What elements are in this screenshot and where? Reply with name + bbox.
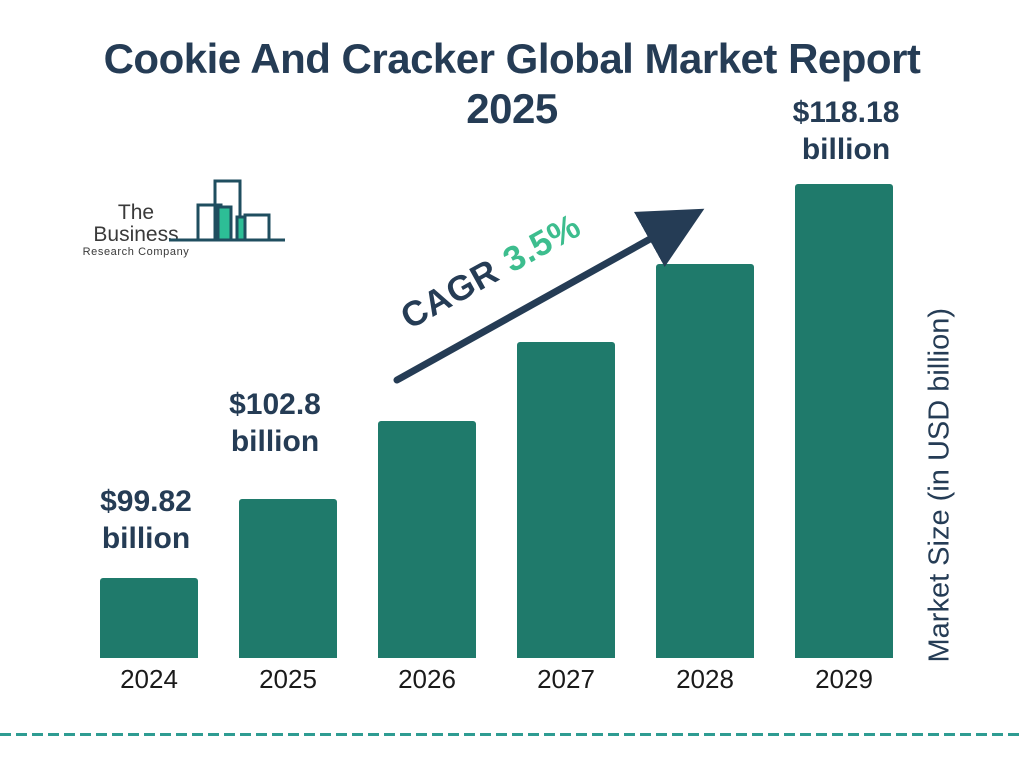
bar-2024 xyxy=(100,578,198,658)
x-tick-label-2024: 2024 xyxy=(120,664,178,694)
bar-chart-logo-icon xyxy=(169,179,285,242)
value-unit: billion xyxy=(801,133,891,166)
bar-2026 xyxy=(378,421,476,658)
logo-name-line1: The Business xyxy=(93,201,179,246)
x-tick-label-2025: 2025 xyxy=(259,664,317,694)
cagr-label: CAGR xyxy=(394,251,506,337)
x-tick-label-2026: 2026 xyxy=(398,664,456,694)
x-tick-label-2027: 2027 xyxy=(537,664,595,694)
x-tick-label-2029: 2029 xyxy=(815,664,873,694)
value-amount: $102.8 xyxy=(229,388,321,421)
bar-2025 xyxy=(239,499,337,658)
company-logo-text: The Business Research Company xyxy=(75,201,197,259)
page-title-line2: 2025 xyxy=(466,85,558,132)
value-amount: $118.18 xyxy=(792,96,900,129)
value-unit: billion xyxy=(101,522,191,555)
value-label-2025: $102.8 billion xyxy=(175,386,375,460)
bar-2027 xyxy=(517,342,615,658)
value-label-2024: $99.82 billion xyxy=(46,483,246,557)
value-amount: $99.82 xyxy=(100,485,192,518)
page-title-line1: Cookie And Cracker Global Market Report xyxy=(103,35,921,82)
value-unit: billion xyxy=(230,425,320,458)
cagr-value: 3.5% xyxy=(496,206,588,281)
value-label-2029: $118.18 billion xyxy=(746,94,946,168)
logo-name-line2: Research Company xyxy=(82,246,190,258)
x-tick-label-2028: 2028 xyxy=(676,664,734,694)
page-title: Cookie And Cracker Global Market Report … xyxy=(0,34,1024,134)
bar-2028 xyxy=(656,264,754,658)
bar-2029 xyxy=(795,184,893,658)
cagr-annotation: CAGR3.5% xyxy=(389,203,594,341)
y-axis-label: Market Size (in USD billion) xyxy=(923,307,956,663)
company-logo: The Business Research Company xyxy=(75,176,287,258)
